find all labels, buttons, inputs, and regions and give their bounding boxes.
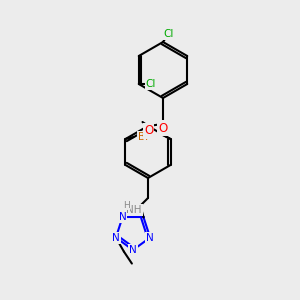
Text: O: O: [144, 124, 153, 137]
Text: H: H: [123, 200, 129, 209]
Text: N: N: [112, 232, 120, 243]
Text: Cl: Cl: [164, 29, 174, 39]
Text: N: N: [129, 245, 137, 255]
Text: Cl: Cl: [146, 79, 156, 89]
Text: O: O: [158, 122, 168, 134]
Text: N: N: [146, 232, 154, 243]
Text: Br: Br: [138, 132, 149, 142]
Text: N: N: [118, 212, 126, 222]
Text: NH: NH: [126, 205, 142, 215]
